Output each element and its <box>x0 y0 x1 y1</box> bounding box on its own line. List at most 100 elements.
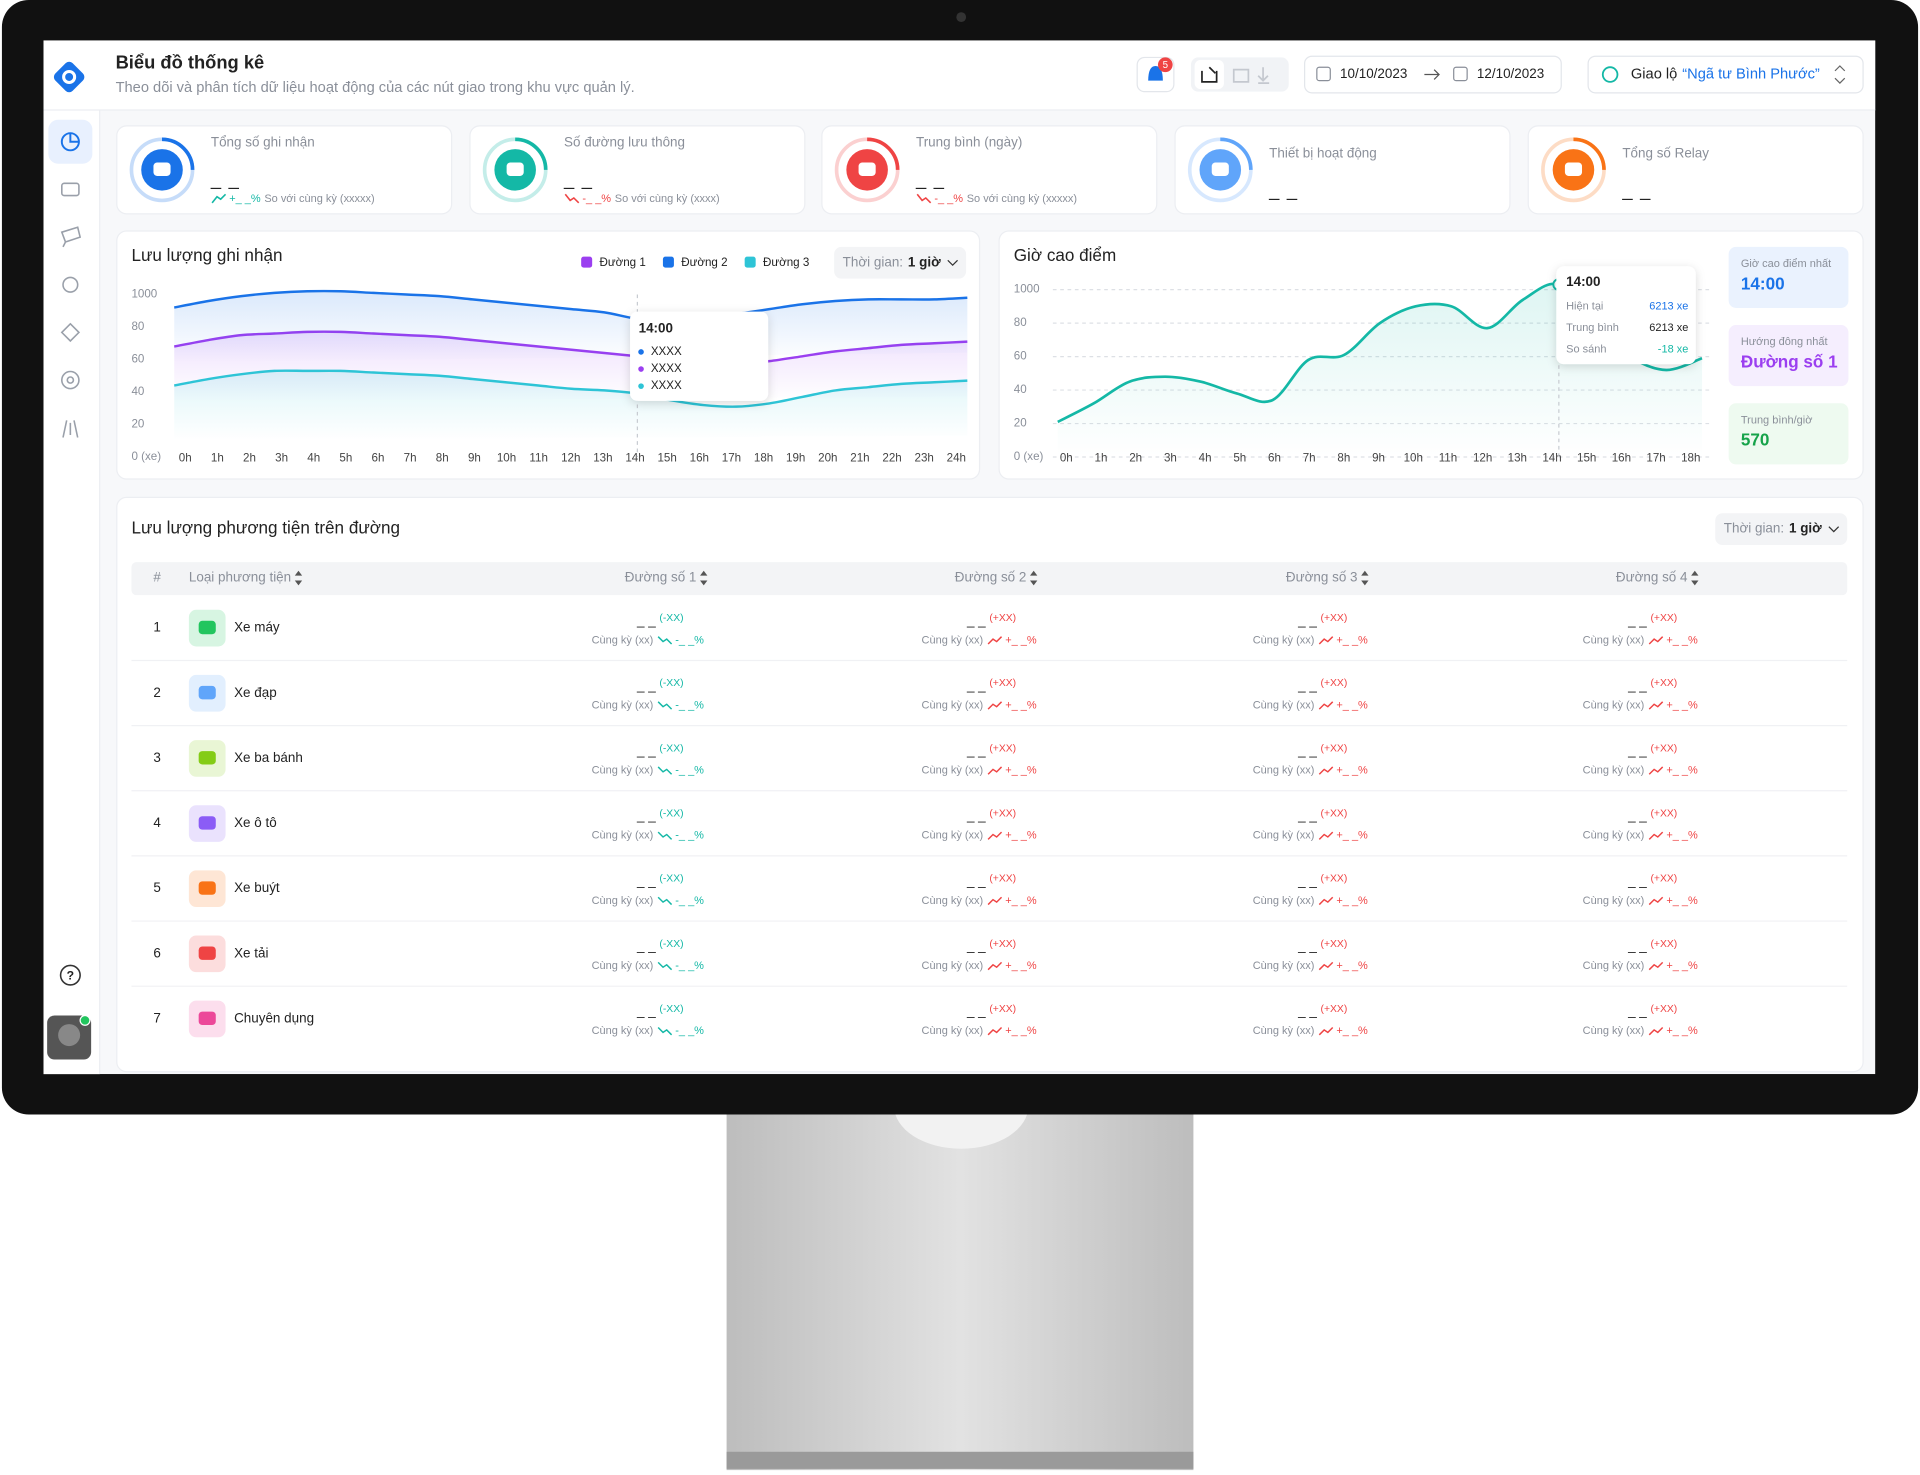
cell-change: +_ _% <box>1005 699 1037 711</box>
chart-title: Lưu lượng ghi nhận <box>131 246 282 265</box>
y-tick-label: 80 <box>1014 316 1027 329</box>
nav-icon[interactable] <box>61 182 80 197</box>
cell-compare: Cùng kỳ (xx) <box>1583 634 1645 646</box>
x-tick-label: 22h <box>882 451 901 464</box>
tooltip-title: 14:00 <box>1566 274 1600 289</box>
trend-icon <box>564 193 580 204</box>
cell-change: +_ _% <box>1666 830 1698 842</box>
trend-icon <box>987 831 1003 840</box>
row-index: 5 <box>153 880 160 895</box>
cell-compare: Cùng kỳ (xx) <box>592 765 654 777</box>
cell-compare: Cùng kỳ (xx) <box>1253 895 1315 907</box>
cell-compare: Cùng kỳ (xx) <box>592 895 654 907</box>
tooltip-item: XXXX <box>651 379 682 392</box>
x-tick-label: 19h <box>786 451 805 464</box>
sort-icon[interactable] <box>1361 570 1369 586</box>
nav-icon <box>69 133 79 143</box>
sort-icon[interactable] <box>700 570 708 586</box>
cell-value: _ _ <box>1627 677 1647 692</box>
cell-delta: (+XX) <box>1650 808 1677 819</box>
cell-delta: (+XX) <box>989 743 1016 754</box>
cell-delta: (-XX) <box>659 1004 683 1015</box>
sort-icon[interactable] <box>1030 570 1038 586</box>
stat-value: _ _ <box>563 169 593 191</box>
tooltip-dot <box>638 383 644 389</box>
cell-delta: (+XX) <box>1321 939 1348 950</box>
summary-value: 570 <box>1741 431 1770 450</box>
trend-icon <box>1648 831 1664 840</box>
cell-change: +_ _% <box>1336 634 1368 646</box>
share-button[interactable] <box>1194 59 1224 90</box>
x-tick-label: 0h <box>179 451 192 464</box>
nav-icon[interactable] <box>62 276 79 293</box>
location-select[interactable] <box>1587 55 1864 94</box>
stat-ring-arc <box>515 137 548 170</box>
stat-value: _ _ <box>1268 180 1298 202</box>
nav-icon[interactable] <box>60 226 82 248</box>
tooltip-value: 6213 xe <box>1649 322 1688 334</box>
stand <box>726 1105 1194 1471</box>
trend-icon <box>657 1026 673 1036</box>
cell-delta: (+XX) <box>1321 613 1348 624</box>
cell-change: +_ _% <box>1336 1025 1368 1037</box>
cell-delta: (-XX) <box>659 939 683 950</box>
select-arrows <box>1834 65 1846 84</box>
cell-value: _ _ <box>966 612 986 627</box>
nav-icon[interactable] <box>62 420 79 438</box>
stat-change: -_ _% <box>934 193 963 205</box>
tooltip-item: XXXX <box>651 345 682 358</box>
y-tick-label: 60 <box>131 353 144 366</box>
cell-compare: Cùng kỳ (xx) <box>1583 1025 1645 1037</box>
cell-compare: Cùng kỳ (xx) <box>1583 895 1645 907</box>
nav-icon[interactable] <box>60 322 81 343</box>
cell-change: +_ _% <box>1005 765 1037 777</box>
action-icons[interactable] <box>1232 67 1270 84</box>
logo[interactable] <box>52 60 87 95</box>
cell-value: _ _ <box>1297 612 1317 627</box>
cell-delta: (+XX) <box>1650 1004 1677 1015</box>
vehicle-icon <box>198 685 216 700</box>
summary-card <box>1728 246 1849 308</box>
x-tick-label: 5h <box>339 451 352 464</box>
location-name: “Ngã tư Bình Phước” <box>1682 66 1820 82</box>
dropdown-label: Thời gian: <box>1724 521 1784 536</box>
tooltip-item: XXXX <box>651 362 682 375</box>
trend-icon <box>657 766 673 775</box>
sort-icon[interactable] <box>294 570 303 586</box>
cell-change: +_ _% <box>1666 765 1698 777</box>
cell-change: +_ _% <box>1336 699 1368 711</box>
y-tick-label: 40 <box>1014 383 1027 396</box>
vehicle-name: Xe máy <box>234 620 280 635</box>
cell-value: _ _ <box>1627 1003 1647 1018</box>
help-icon[interactable] <box>59 964 81 986</box>
cell-delta: (+XX) <box>1650 678 1677 689</box>
cell-compare: Cùng kỳ (xx) <box>1253 634 1315 646</box>
trend-icon <box>1318 636 1334 645</box>
tooltip-label: Hiện tại <box>1566 301 1603 313</box>
cell-compare: Cùng kỳ (xx) <box>922 1025 984 1037</box>
x-tick-label: 6h <box>372 451 385 464</box>
cell-delta: (+XX) <box>1321 678 1348 689</box>
x-tick-label: 4h <box>307 451 320 464</box>
summary-card <box>1728 403 1849 465</box>
cell-value: _ _ <box>1297 677 1317 692</box>
dropdown[interactable] <box>1715 513 1848 546</box>
cell-compare: Cùng kỳ (xx) <box>1583 830 1645 842</box>
cell-change: +_ _% <box>1336 765 1368 777</box>
series-line <box>174 289 968 322</box>
vehicle-name: Xe đạp <box>234 685 277 700</box>
cell-compare: Cùng kỳ (xx) <box>592 634 654 646</box>
sidebar <box>43 109 100 1075</box>
cell-change: +_ _% <box>1005 634 1037 646</box>
x-tick-label: 13h <box>593 451 612 464</box>
x-tick-label: 8h <box>436 451 449 464</box>
sort-icon[interactable] <box>1691 570 1699 586</box>
table-title: Lưu lượng phương tiện trên đường <box>131 519 400 538</box>
column-header: Đường số 3 <box>1286 570 1358 585</box>
cell-change: -_ _% <box>675 830 704 842</box>
stat-card <box>469 125 806 215</box>
dropdown[interactable] <box>834 246 967 279</box>
stat-label: Trung bình (ngày) <box>916 135 1022 150</box>
nav-icon[interactable] <box>61 370 80 390</box>
y-tick-label: 0 (xe) <box>131 450 161 463</box>
